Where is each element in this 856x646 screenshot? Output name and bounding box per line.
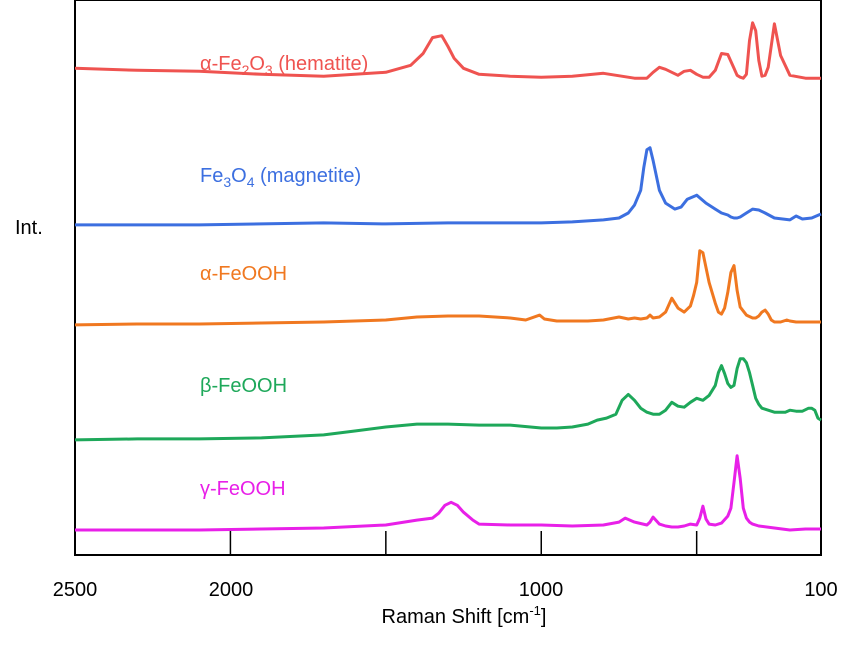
series-label-0: α-Fe2O3 (hematite): [200, 53, 368, 78]
series-line-0: [74, 21, 821, 80]
x-axis-ticks: [229, 531, 698, 555]
x-axis-label: Raman Shift [cm-1]: [382, 603, 547, 628]
series-label-part: 4: [247, 174, 255, 190]
series-label-1: Fe3O4 (magnetite): [200, 165, 361, 190]
y-axis-label: Int.: [15, 217, 43, 239]
x-tick-label-2500: 2500: [53, 579, 98, 601]
series-label-part: O: [249, 53, 265, 75]
series-label-part: O: [231, 165, 247, 187]
series-line-2: [74, 249, 821, 327]
series-label-4: γ-FeOOH: [200, 478, 286, 500]
series-labels: α-Fe2O3 (hematite)Fe3O4 (magnetite)α-FeO…: [200, 53, 368, 500]
plot-frame: [74, 0, 822, 556]
series-label-part: 3: [223, 174, 231, 190]
series-label-3: β-FeOOH: [200, 375, 287, 397]
series-label-part: α-Fe: [200, 53, 242, 75]
series-label-2: α-FeOOH: [200, 263, 287, 285]
series-line-4: [75, 454, 821, 532]
series-line-1: [75, 146, 822, 227]
x-tick-label-100: 100: [804, 579, 837, 601]
series-label-part: Fe: [200, 165, 223, 187]
x-tick-label-2000: 2000: [209, 579, 254, 601]
series-line-3: [74, 357, 822, 442]
series-label-part: γ-FeOOH: [200, 478, 286, 500]
x-axis-label-sup: -1: [529, 603, 541, 618]
series-label-part: 2: [242, 62, 250, 78]
series-label-part: α-FeOOH: [200, 263, 287, 285]
series-lines: [74, 21, 822, 532]
x-axis-label-end: ]: [541, 606, 547, 628]
series-label-part: β-FeOOH: [200, 375, 287, 397]
series-label-part: 3: [265, 62, 273, 78]
series-label-part: (magnetite): [255, 165, 362, 187]
x-tick-label-1000: 1000: [519, 579, 564, 601]
x-axis-label-main: Raman Shift [cm: [382, 606, 530, 628]
series-label-part: (hematite): [273, 53, 369, 75]
